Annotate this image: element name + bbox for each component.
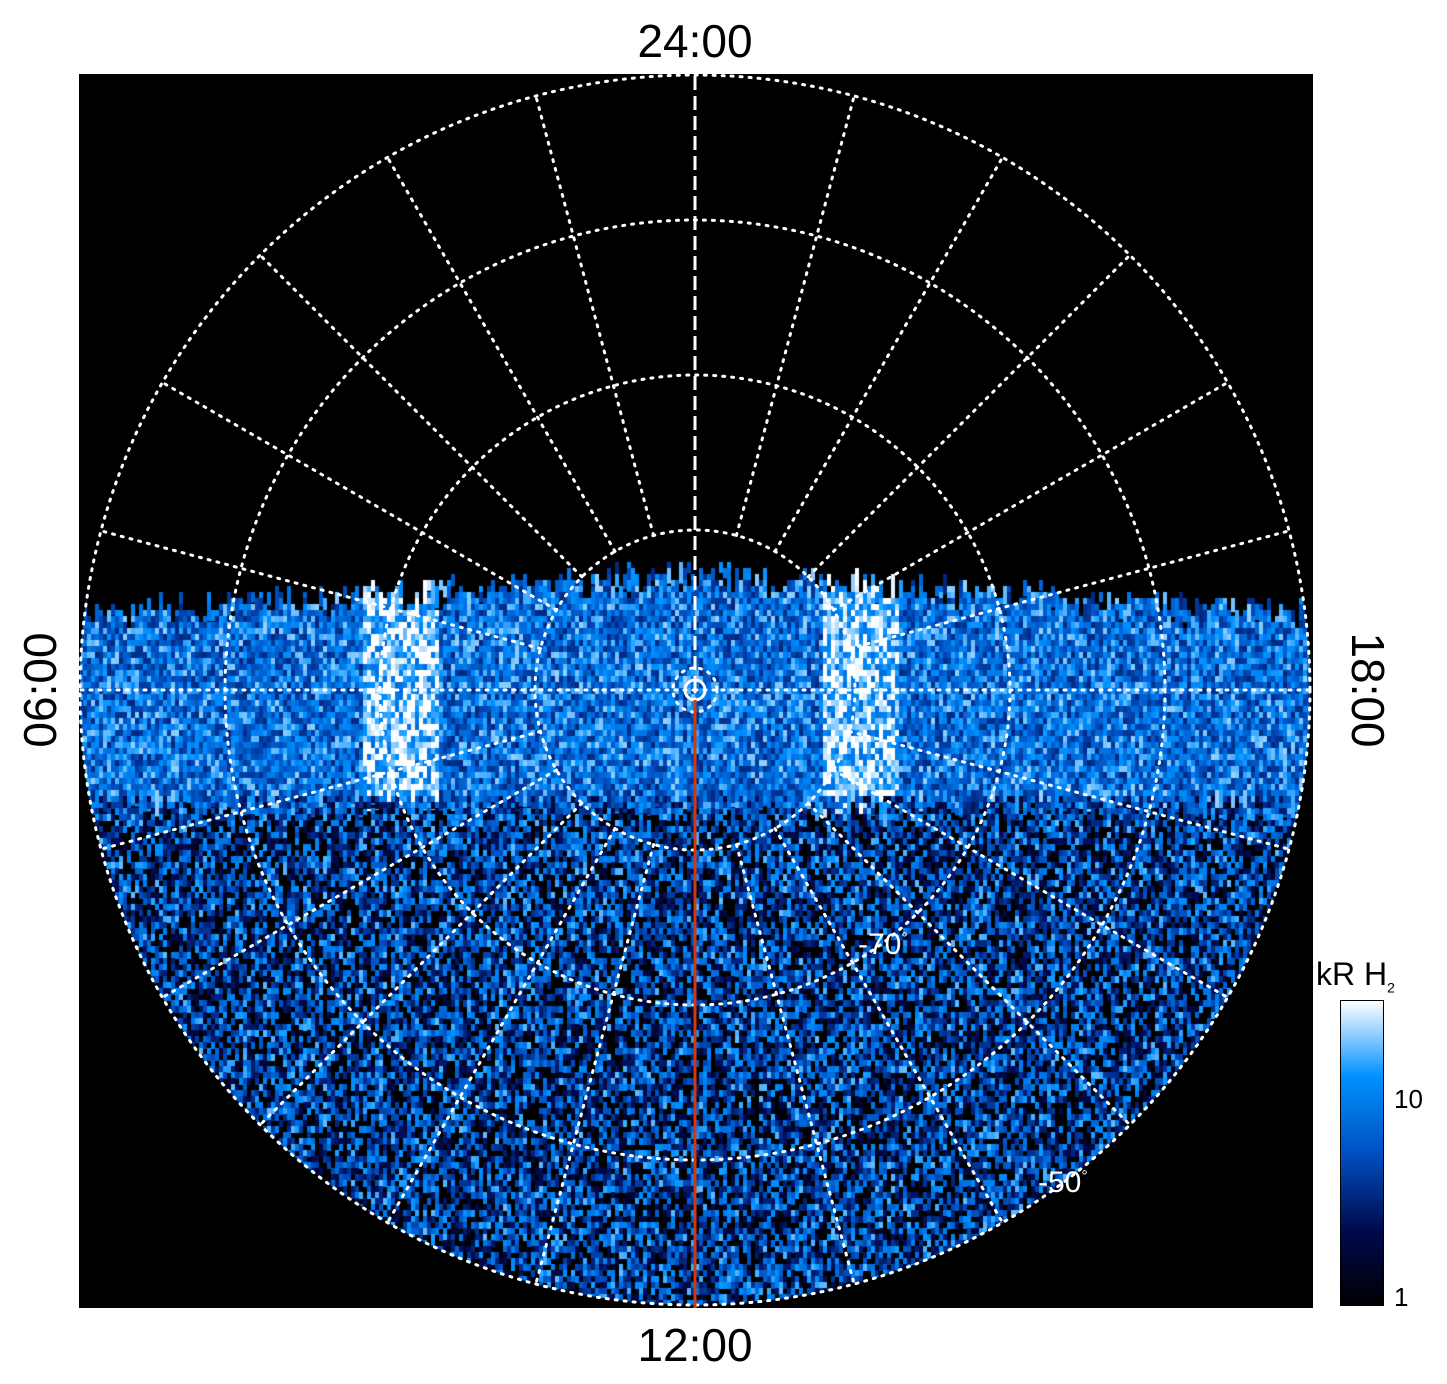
colorbar-title: kR H2 bbox=[1316, 956, 1395, 996]
meridian-line-17 bbox=[99, 729, 542, 851]
meridian-line-13 bbox=[534, 843, 656, 1286]
meridian-line-3 bbox=[806, 253, 1132, 579]
colorbar-tick-1: 1 bbox=[1394, 1282, 1409, 1312]
meridian-line-1 bbox=[734, 94, 856, 537]
latitude-label-70: -70° bbox=[858, 928, 908, 961]
meridian-line-11 bbox=[734, 843, 856, 1286]
polar-emission-map bbox=[79, 74, 1313, 1308]
local-time-label-right: 18:00 bbox=[1342, 632, 1394, 748]
local-time-label-left: 06:00 bbox=[14, 632, 66, 748]
meridian-line-7 bbox=[848, 729, 1291, 851]
meridian-line-23 bbox=[534, 94, 656, 537]
meridian-line-8 bbox=[832, 768, 1230, 999]
local-time-label-bottom: 12:00 bbox=[637, 1319, 753, 1371]
latitude-label-50: -50° bbox=[1038, 1166, 1088, 1199]
meridian-line-4 bbox=[832, 381, 1230, 612]
meridian-line-16 bbox=[160, 768, 558, 999]
meridian-line-10 bbox=[773, 827, 1004, 1225]
meridian-line-15 bbox=[258, 801, 584, 1127]
meridian-line-19 bbox=[99, 529, 542, 651]
meridian-line-20 bbox=[160, 381, 558, 612]
meridian-line-2 bbox=[773, 155, 1004, 553]
meridian-line-14 bbox=[386, 827, 617, 1225]
meridian-line-22 bbox=[386, 155, 617, 553]
colorbar bbox=[1340, 1000, 1384, 1306]
pole-ring bbox=[671, 666, 719, 714]
meridian-line-5 bbox=[848, 529, 1291, 651]
polar-grid bbox=[79, 74, 1312, 1308]
meridian-line-9 bbox=[806, 801, 1132, 1127]
meridian-line-21 bbox=[258, 253, 584, 579]
colorbar-tick-10: 10 bbox=[1394, 1084, 1423, 1114]
local-time-label-top: 24:00 bbox=[637, 15, 753, 67]
